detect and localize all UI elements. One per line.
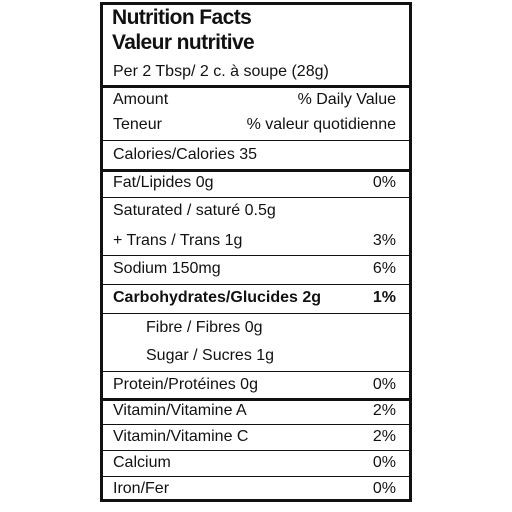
daily-value: 6% (372, 260, 396, 277)
column-header: % valeur quotidienne (246, 116, 396, 133)
nutrient: Sodium 150mg (113, 260, 221, 277)
column-header: % Daily Value (297, 91, 396, 108)
divider (103, 284, 409, 285)
title: Nutrition Facts (112, 6, 252, 29)
nutrient: Saturated / saturé 0.5g (113, 202, 276, 219)
daily-value: 0% (372, 376, 396, 393)
nutrient: Calories/Calories 35 (113, 146, 258, 163)
daily-value: 2% (372, 402, 396, 419)
nutrient: Fat/Lipides 0g (113, 174, 214, 191)
divider (103, 450, 409, 451)
nutrient: Iron/Fer (113, 480, 170, 497)
nutrient: Vitamin/Vitamine A (113, 402, 247, 419)
divider (103, 197, 409, 198)
nutrient: Protein/Protéines 0g (113, 376, 258, 393)
daily-value: 0% (372, 480, 396, 497)
divider (103, 424, 409, 425)
daily-value: 1% (372, 289, 396, 306)
nutrient: Vitamin/Vitamine C (113, 428, 249, 445)
daily-value: 0% (372, 174, 396, 191)
nutrient: Carbohydrates/Glucides 2g (113, 289, 322, 306)
nutrient: Fibre / Fibres 0g (146, 319, 263, 336)
divider (103, 85, 409, 88)
daily-value: 0% (372, 454, 396, 471)
subtitle: Valeur nutritive (112, 31, 255, 54)
divider (103, 140, 409, 141)
nutrient: + Trans / Trans 1g (113, 232, 243, 249)
column-header: Teneur (113, 116, 162, 133)
divider (103, 313, 409, 314)
divider (103, 476, 409, 477)
divider (103, 371, 409, 372)
label-border (100, 2, 412, 502)
divider (103, 169, 409, 172)
serving: Per 2 Tbsp/ 2 c. à soupe (28g) (113, 63, 329, 80)
divider (103, 255, 409, 256)
column-header: Amount (113, 91, 169, 108)
daily-value: 2% (372, 428, 396, 445)
nutrient: Sugar / Sucres 1g (146, 347, 275, 364)
divider (103, 398, 409, 401)
nutrient: Calcium (113, 454, 171, 471)
daily-value: 3% (372, 232, 396, 249)
